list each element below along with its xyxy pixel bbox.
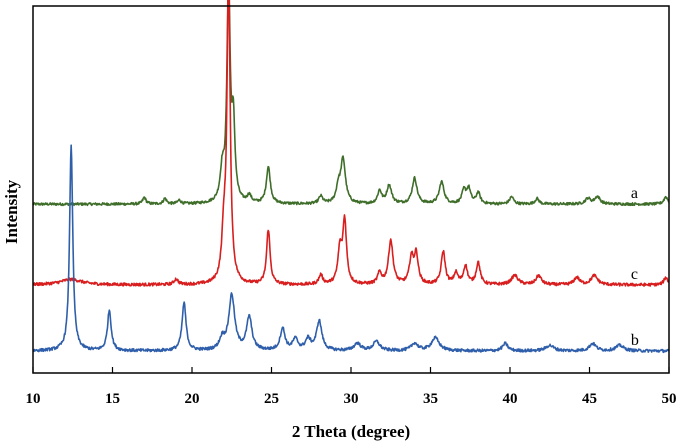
series-label-c: c	[631, 266, 638, 283]
x-tick-label: 15	[105, 391, 120, 407]
traces	[32, 0, 670, 354]
series-label-a: a	[631, 185, 638, 202]
x-axis-title: 2 Theta (degree)	[292, 422, 410, 441]
series-label-b: b	[631, 332, 639, 349]
y-axis-title: Intensity	[2, 179, 21, 244]
x-tick-label: 45	[582, 391, 597, 407]
series-labels: a c b	[631, 185, 639, 349]
x-tick-label: 35	[423, 391, 438, 407]
x-tick-label: 40	[503, 391, 518, 407]
series-line-b	[32, 144, 670, 354]
x-tick-label: 25	[264, 391, 279, 407]
x-tick-label: 20	[185, 391, 200, 407]
x-axis-ticks: 10 15 20 25 30 35 40 45 50	[26, 367, 677, 407]
plot-frame	[32, 5, 670, 374]
series-line-a	[32, 0, 670, 207]
x-tick-label: 50	[662, 391, 677, 407]
series-line-c	[32, 0, 670, 287]
x-tick-label: 30	[344, 391, 359, 407]
x-tick-label: 10	[26, 391, 41, 407]
